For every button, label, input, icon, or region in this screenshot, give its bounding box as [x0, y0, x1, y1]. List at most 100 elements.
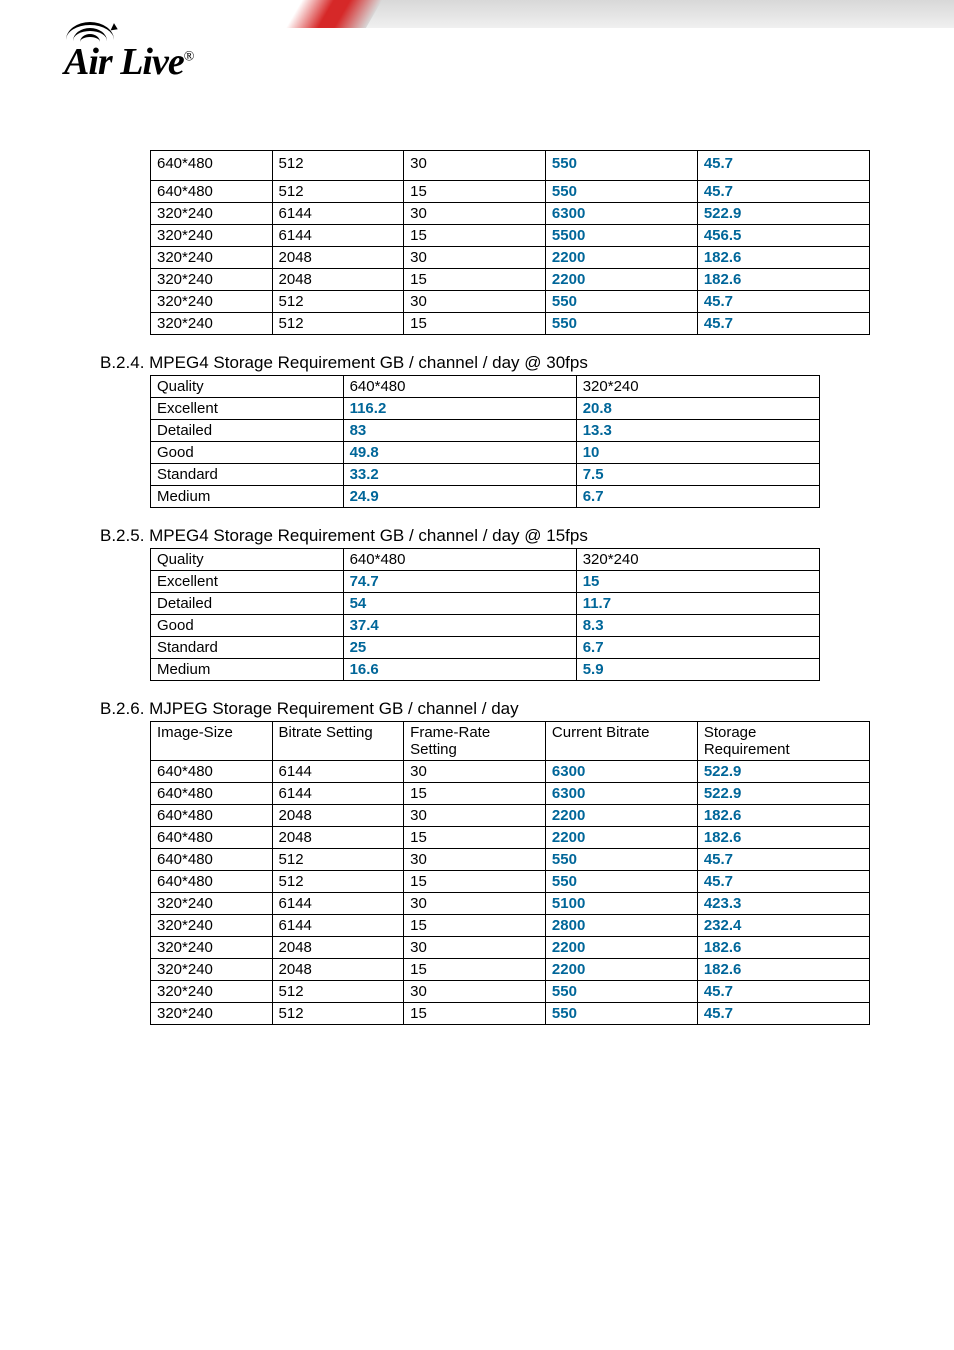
table-row: 320*2406144152800232.4	[151, 915, 870, 937]
table-cell: 2200	[545, 805, 697, 827]
table-row: Medium24.96.7	[151, 486, 820, 508]
table-cell: 512	[272, 981, 404, 1003]
table-cell: 2048	[272, 937, 404, 959]
header-accent-bar	[354, 0, 954, 28]
table-cell: 5100	[545, 893, 697, 915]
column-header: Quality	[151, 376, 344, 398]
table-row: 640*4805121555045.7	[151, 181, 870, 203]
table-row: 640*4805123055045.7	[151, 849, 870, 871]
table-row: 320*2406144305100423.3	[151, 893, 870, 915]
table-row: Medium16.65.9	[151, 659, 820, 681]
table-cell: 550	[545, 291, 697, 313]
table-cell: 116.2	[343, 398, 576, 420]
table-cell: Standard	[151, 464, 344, 486]
table-cell: 6144	[272, 783, 404, 805]
table-cell: 45.7	[697, 291, 869, 313]
table-cell: 24.9	[343, 486, 576, 508]
table-cell: 6300	[545, 761, 697, 783]
table-cell: Good	[151, 442, 344, 464]
table-cell: 15	[404, 915, 546, 937]
table-row: 320*2405123055045.7	[151, 291, 870, 313]
table-cell: 640*480	[151, 761, 273, 783]
table-cell: 30	[404, 893, 546, 915]
table-cell: 30	[404, 761, 546, 783]
table-cell: 640*480	[151, 871, 273, 893]
table-cell: 74.7	[343, 571, 576, 593]
table-cell: 640*480	[151, 827, 273, 849]
table-cell: 320*240	[151, 313, 273, 335]
table-cell: 16.6	[343, 659, 576, 681]
table-cell: 320*240	[151, 291, 273, 313]
page-content: 640*4805123055045.7640*4805121555045.732…	[0, 150, 954, 1025]
table-cell: 640*480	[151, 783, 273, 805]
table-cell: 30	[404, 981, 546, 1003]
table-cell: Excellent	[151, 398, 344, 420]
section-b24-title: B.2.4. MPEG4 Storage Requirement GB / ch…	[100, 353, 854, 373]
table-cell: 30	[404, 849, 546, 871]
column-header: 320*240	[576, 549, 819, 571]
table-row: Good49.810	[151, 442, 820, 464]
table-cell: 45.7	[697, 181, 869, 203]
table-cell: Good	[151, 615, 344, 637]
table-cell: Detailed	[151, 593, 344, 615]
table-cell: 10	[576, 442, 819, 464]
table-row: 320*2402048152200182.6	[151, 959, 870, 981]
column-header: 320*240	[576, 376, 819, 398]
table-cell: 550	[545, 871, 697, 893]
table-cell: 45.7	[697, 849, 869, 871]
section-b26-title: B.2.6. MJPEG Storage Requirement GB / ch…	[100, 699, 854, 719]
table-cell: 320*240	[151, 1003, 273, 1025]
table-cell: 522.9	[697, 783, 869, 805]
column-header: Quality	[151, 549, 344, 571]
table-cell: 20.8	[576, 398, 819, 420]
table-cell: 30	[404, 291, 546, 313]
table-row: Excellent74.715	[151, 571, 820, 593]
table-cell: 83	[343, 420, 576, 442]
table-continuation: 640*4805123055045.7640*4805121555045.732…	[150, 150, 870, 335]
table-cell: 15	[404, 225, 546, 247]
table-row: 320*2406144306300522.9	[151, 203, 870, 225]
table-row: Detailed5411.7	[151, 593, 820, 615]
table-cell: 550	[545, 1003, 697, 1025]
table-cell: 320*240	[151, 247, 273, 269]
table-row: 640*4805123055045.7	[151, 151, 870, 181]
table-row: Standard256.7	[151, 637, 820, 659]
table-cell: 522.9	[697, 203, 869, 225]
table-cell: 512	[272, 313, 404, 335]
table-cell: 6144	[272, 225, 404, 247]
table-cell: Medium	[151, 659, 344, 681]
table-cell: 456.5	[697, 225, 869, 247]
table-cell: 512	[272, 151, 404, 181]
table-cell: 6300	[545, 203, 697, 225]
table-cell: 320*240	[151, 269, 273, 291]
table-cell: 2200	[545, 827, 697, 849]
table-cell: 182.6	[697, 827, 869, 849]
table-cell: 522.9	[697, 761, 869, 783]
table-cell: 30	[404, 937, 546, 959]
table-cell: 30	[404, 203, 546, 225]
table-cell: 640*480	[151, 805, 273, 827]
table-row: Detailed8313.3	[151, 420, 820, 442]
logo-text: Air Live	[64, 41, 184, 83]
table-cell: 15	[404, 1003, 546, 1025]
brand-logo: Air Live®	[64, 22, 193, 84]
table-row: 640*4802048152200182.6	[151, 827, 870, 849]
table-cell: 2048	[272, 805, 404, 827]
column-header: Current Bitrate	[545, 722, 697, 761]
table-cell: 15	[404, 181, 546, 203]
table-cell: 6144	[272, 203, 404, 225]
table-cell: 550	[545, 981, 697, 1003]
table-cell: 2200	[545, 959, 697, 981]
table-cell: 512	[272, 871, 404, 893]
table-cell: 182.6	[697, 959, 869, 981]
table-header-row: Quality640*480320*240	[151, 549, 820, 571]
table-cell: 45.7	[697, 151, 869, 181]
table-cell: 37.4	[343, 615, 576, 637]
table-cell: 512	[272, 849, 404, 871]
table-cell: 2200	[545, 247, 697, 269]
table-row: 320*2402048302200182.6	[151, 247, 870, 269]
table-cell: 30	[404, 247, 546, 269]
table-row: 320*2405121555045.7	[151, 1003, 870, 1025]
table-cell: 320*240	[151, 937, 273, 959]
table-cell: 7.5	[576, 464, 819, 486]
